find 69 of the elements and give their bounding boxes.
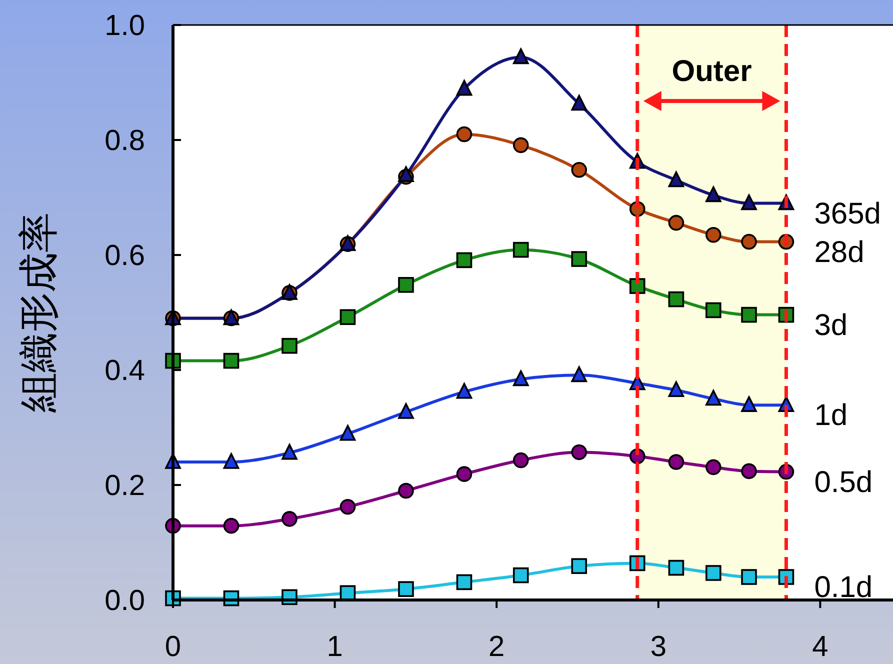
point [741,194,757,210]
band-label: Outer [672,55,752,88]
series-label: 365d [814,197,881,230]
y-tick-label: 1.0 [104,10,145,42]
point [741,234,757,250]
y-tick-label: 0.2 [104,470,145,502]
point [512,452,529,468]
point [340,309,356,325]
y-tick-label: 0.4 [104,355,145,387]
point [223,518,240,534]
point [456,252,472,268]
point [741,396,757,412]
x-tick-label: 2 [488,631,505,663]
point [456,126,472,142]
point [282,511,298,527]
point [571,558,588,574]
point [668,171,684,188]
y-tick-label: 0.0 [104,585,145,617]
point [706,226,722,243]
point [223,352,240,369]
point [223,453,240,469]
point [706,459,722,476]
point [512,48,529,64]
point [668,214,684,231]
point [668,291,684,308]
point [741,306,757,323]
y-tick-label: 0.6 [104,240,145,272]
x-tick-label: 3 [650,631,666,663]
point [571,444,588,460]
point [741,463,757,480]
series-label: 3d [814,308,848,342]
point [571,366,588,382]
point [706,565,722,581]
point [398,277,414,293]
series-label: 28d [814,236,864,269]
point [741,569,757,585]
x-tick-label: 1 [326,631,343,663]
point [398,482,414,499]
series-label: 0.1d [814,571,873,604]
point [668,560,684,576]
point [456,80,472,96]
point [456,574,472,590]
point [398,166,414,182]
point [668,381,684,398]
point [340,498,356,515]
point [512,370,529,386]
y-tick-label: 0.8 [104,125,145,157]
point [706,302,722,318]
point [398,403,414,419]
point [456,382,472,399]
y-axis-title: 組織形成率 [16,212,62,414]
point [512,137,529,154]
point [571,251,588,267]
series-label: 1d [814,399,848,432]
point [512,242,529,258]
point [668,454,684,470]
point [340,424,356,441]
x-tick-label: 0 [164,631,182,663]
point [571,94,588,111]
point [706,390,722,406]
x-tick-label: 4 [812,631,828,663]
point [282,444,298,460]
point [282,338,298,354]
point [456,466,472,482]
point [398,581,414,597]
point [571,162,588,178]
point [512,567,529,584]
series-label: 0.5d [814,466,873,499]
point [706,186,722,202]
